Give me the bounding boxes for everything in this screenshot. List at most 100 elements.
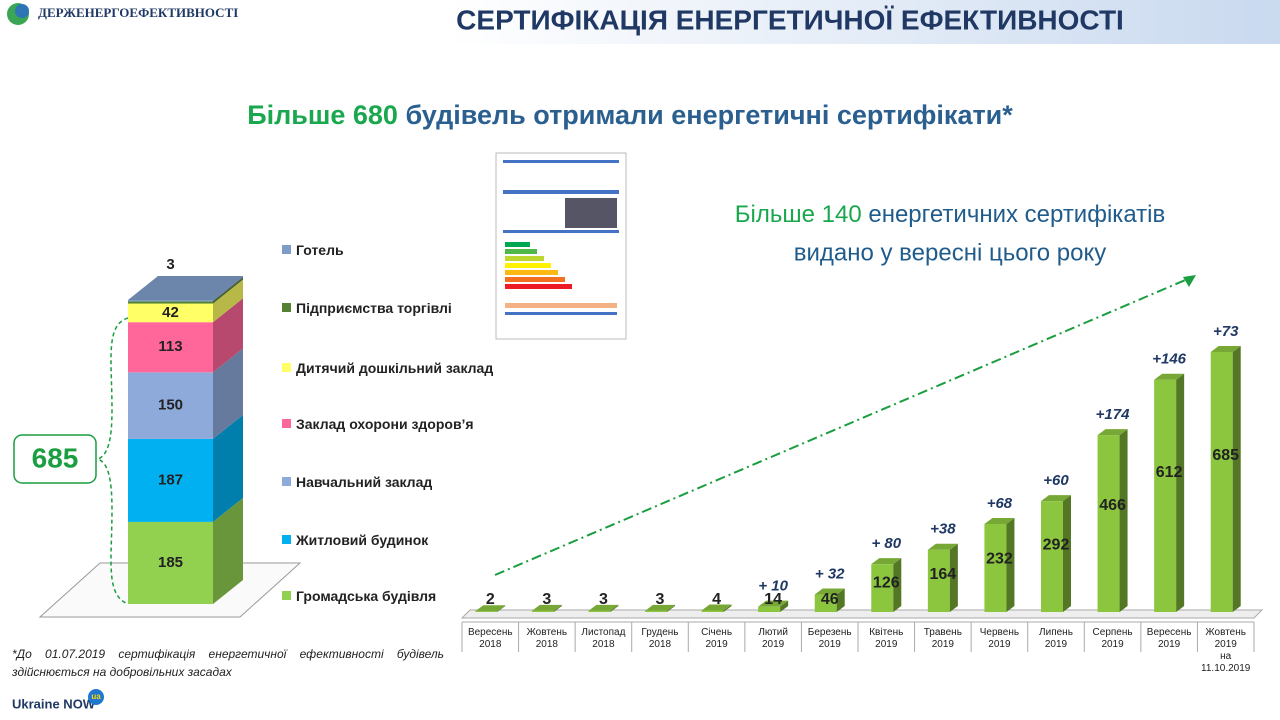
increment-label: + 32 <box>815 566 845 583</box>
segment-label: 150 <box>158 397 183 414</box>
increment-label: +60 <box>1043 472 1069 489</box>
legend-swatch <box>282 591 291 600</box>
stack-segment <box>128 322 213 373</box>
bar-side <box>667 604 675 612</box>
legend-item: Житловий будинок <box>282 530 496 551</box>
x-tick-label: Квітень 2019 <box>869 627 904 650</box>
bar-top <box>1210 346 1241 352</box>
increment-label: +68 <box>987 495 1013 512</box>
bar-top <box>814 588 845 595</box>
legend-swatch <box>282 363 291 372</box>
bar <box>475 611 498 612</box>
increment-label: +174 <box>1096 406 1130 423</box>
segment-label: 113 <box>158 338 182 355</box>
segment-label: 185 <box>158 554 183 571</box>
increment-label: + 80 <box>871 535 901 552</box>
x-tick-label: Жовтень 2018 <box>526 627 568 650</box>
x-tick-label: Листопад 2018 <box>581 627 626 650</box>
bar <box>927 549 950 612</box>
subtitle-highlight: Більше 680 <box>247 100 398 130</box>
increment-label: +146 <box>1152 351 1186 368</box>
legend-item: Заклад охорони здоров’я <box>282 414 496 435</box>
bar-side <box>610 604 619 612</box>
bar-top <box>758 600 789 607</box>
value-label: 4 <box>712 591 721 608</box>
brand-badge <box>88 689 104 705</box>
bar-top <box>871 558 902 565</box>
subtitle-rest: будівель отримали енергетичні сертифікат… <box>405 100 1013 130</box>
stack-segment-side <box>213 277 243 304</box>
bar-top <box>984 517 1015 524</box>
bar-side <box>1176 373 1185 612</box>
bar-side <box>1063 495 1071 612</box>
bar-side <box>893 558 902 612</box>
subtitle: Більше 680 будівель отримали енергетичні… <box>247 100 1013 130</box>
legend-item: Дитячий дошкільний заклад <box>282 358 496 379</box>
legend-item: Підприємства торгівлі <box>282 298 496 319</box>
legend-swatch <box>282 303 291 312</box>
value-label: 164 <box>930 566 957 583</box>
x-tick-label: Березень 2019 <box>807 627 852 650</box>
increment-label: +38 <box>930 521 956 538</box>
bar-top <box>1041 495 1071 502</box>
bar-side <box>949 543 958 612</box>
stack-segment <box>128 372 213 439</box>
legend-swatch <box>282 477 291 486</box>
bar-top <box>1097 429 1128 436</box>
bar <box>1097 435 1120 612</box>
bar-side <box>723 604 732 612</box>
legend-swatch <box>282 245 291 254</box>
segment-label: 187 <box>158 471 183 488</box>
bar-side <box>1119 429 1128 612</box>
stack-segment-side <box>213 497 243 604</box>
brand: Ukraine NOW <box>12 696 96 711</box>
bar <box>1041 501 1063 612</box>
total: 685 <box>32 442 79 473</box>
bar <box>814 594 837 612</box>
value-label: 14 <box>764 591 782 608</box>
footnote: *До 01.07.2019 сертифікація енергетичної… <box>12 647 444 679</box>
value-label: 612 <box>1156 464 1183 481</box>
bar-side <box>497 605 506 612</box>
value-label: 3 <box>599 591 608 608</box>
bar <box>645 610 667 612</box>
floor <box>460 609 1264 619</box>
bar <box>588 610 611 612</box>
bar <box>1154 379 1177 612</box>
stack-segment <box>128 438 213 522</box>
bar <box>701 610 724 612</box>
stack-segment-side <box>213 348 243 439</box>
header-bar <box>0 0 1280 44</box>
legend-swatch <box>282 535 291 544</box>
bar-side <box>1232 346 1241 612</box>
logo-icon <box>15 4 29 18</box>
increment-label: +73 <box>1213 323 1239 340</box>
bar-side <box>780 600 789 612</box>
brand-suffix: ua <box>91 692 101 701</box>
bar-top <box>701 604 732 611</box>
callout-line: Більше 140 енергетичних сертифікатів <box>735 201 1165 228</box>
bar-top <box>927 543 958 550</box>
value-label: 3 <box>542 591 551 608</box>
legend-item: Готель <box>282 240 496 261</box>
total-box <box>13 434 97 484</box>
certificate-image <box>495 152 627 340</box>
legend-item: Громадська будівля <box>282 586 496 607</box>
x-tick-label: Травень 2019 <box>923 627 962 650</box>
value-label: 232 <box>986 550 1013 567</box>
stack-segment-side <box>213 414 243 522</box>
callout-line: видано у вересні цього року <box>794 239 1107 266</box>
segment-label: 42 <box>162 304 179 321</box>
x-tick-label: Серпень 2019 <box>1092 627 1133 650</box>
bar <box>531 610 554 612</box>
stack-segment <box>128 300 213 302</box>
x-tick-label: Липень 2019 <box>1039 627 1073 650</box>
value-label: 3 <box>656 591 665 608</box>
stack-top <box>128 276 243 300</box>
value-label: 2 <box>486 591 495 608</box>
callout-highlight: Більше 140 <box>735 201 862 228</box>
legend-swatch <box>282 419 291 428</box>
value-label: 685 <box>1212 447 1239 464</box>
bar-side <box>553 604 562 612</box>
